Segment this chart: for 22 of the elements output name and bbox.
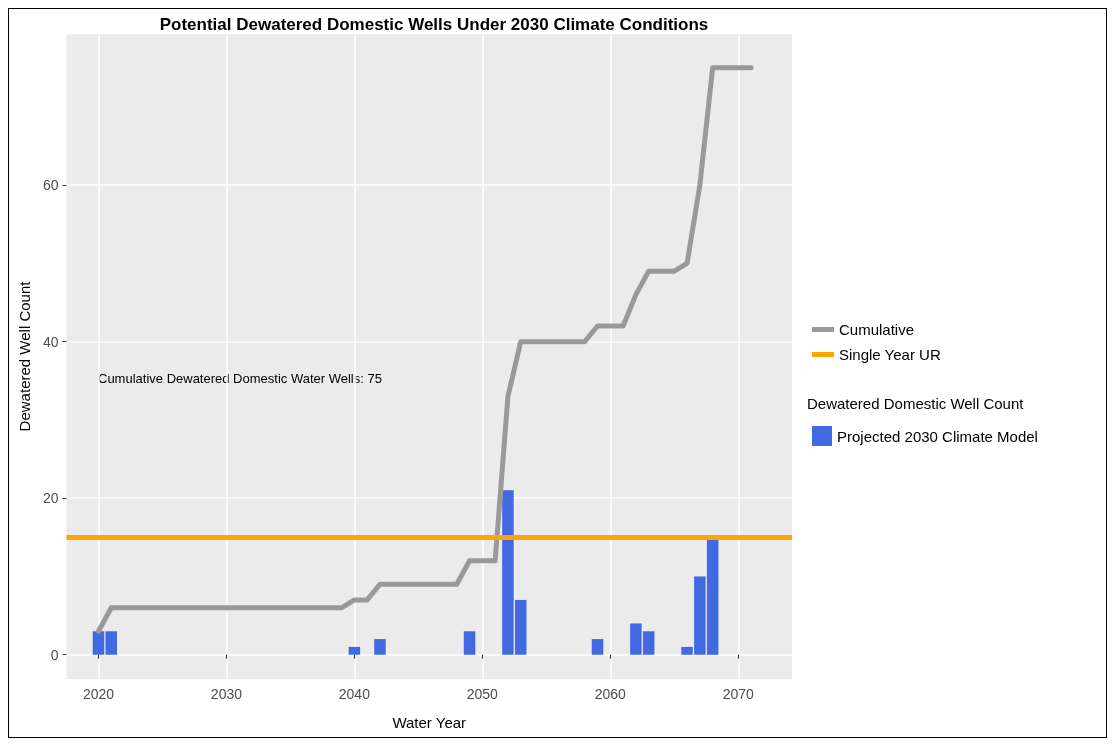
bar xyxy=(463,631,476,655)
y-tick-label: 40 xyxy=(42,333,59,350)
chart-title: Potential Dewatered Domestic Wells Under 2030 Climate Conditions xyxy=(159,15,709,34)
legend-label: Cumulative xyxy=(839,321,915,338)
x-tick-label: 2040 xyxy=(338,686,371,702)
annotation: Cumulative Dewatered Domestic Water Wells: 75 xyxy=(98,371,382,386)
legend-title: Dewatered Domestic Well Count xyxy=(807,395,1025,412)
y-tick-label: 60 xyxy=(42,177,59,194)
x-tick-label: 2020 xyxy=(82,686,115,702)
bar xyxy=(374,639,386,655)
y-tick-label: 0 xyxy=(50,646,59,663)
legend-label: Projected 2030 Climate Model xyxy=(837,427,1038,445)
x-tick-label: 2060 xyxy=(594,686,627,702)
bar xyxy=(348,646,361,655)
x-tick-label: 2070 xyxy=(722,686,755,702)
y-tick-label: 20 xyxy=(42,490,59,507)
x-tick-label: 2030 xyxy=(210,686,243,702)
legend-label: Single Year UR xyxy=(839,346,941,363)
x-axis-title: Water Year xyxy=(392,714,467,731)
y-axis-title: Dewatered Well Count xyxy=(16,280,33,432)
x-tick-label: 2050 xyxy=(466,686,499,702)
bar xyxy=(591,639,604,655)
